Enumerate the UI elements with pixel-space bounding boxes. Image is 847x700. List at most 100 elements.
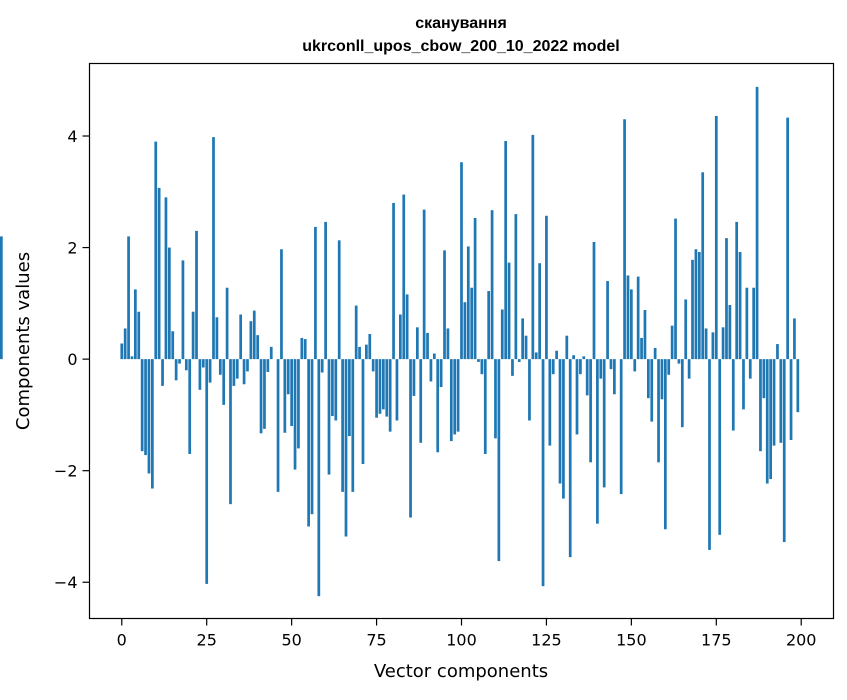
bar-198: [793, 318, 796, 359]
bar-189: [763, 359, 766, 398]
bar-16: [175, 359, 178, 380]
x-tick-label: 125: [531, 631, 562, 650]
bar-188: [759, 359, 762, 451]
bar-67: [348, 359, 351, 436]
bar-155: [647, 359, 650, 398]
x-tick-label: 25: [197, 631, 217, 650]
x-tick-label: 0: [117, 631, 127, 650]
bar-169: [695, 249, 698, 359]
bar-42: [263, 359, 266, 429]
bar-68: [351, 359, 354, 492]
bar-111: [498, 359, 501, 561]
y-tick-label: −4: [54, 573, 78, 592]
bar-126: [548, 359, 551, 445]
bar-0: [120, 344, 123, 360]
bar-145: [613, 359, 616, 394]
bar-104: [474, 218, 477, 359]
bar-196: [786, 118, 789, 360]
bar-73: [368, 334, 371, 359]
bar-50: [290, 359, 293, 426]
bar-122: [535, 352, 538, 359]
bar-84: [406, 294, 409, 359]
bar-1: [124, 328, 127, 359]
bar-99: [457, 359, 460, 432]
bar-79: [389, 359, 392, 432]
bar-33: [233, 359, 236, 386]
bar-24: [202, 359, 205, 367]
bar-5: [137, 312, 140, 359]
bar-96: [447, 328, 450, 359]
x-tick-label: 150: [616, 631, 647, 650]
bar-193: [776, 344, 779, 359]
bar-114: [508, 263, 511, 360]
bar-11: [158, 188, 161, 359]
bar-98: [453, 359, 456, 434]
bar-132: [569, 359, 572, 557]
bar-8: [148, 359, 151, 473]
bar-55: [307, 359, 310, 526]
bar-85: [409, 359, 412, 517]
bar-89: [423, 210, 426, 359]
x-tick-label: 100: [446, 631, 477, 650]
bar-187: [756, 87, 759, 359]
bar-154: [644, 310, 647, 359]
bar-185: [749, 359, 752, 379]
bar-46: [277, 359, 280, 492]
bar-6: [141, 359, 144, 451]
bar-87: [416, 327, 419, 359]
bar-62: [331, 359, 334, 416]
bar-29: [219, 359, 222, 375]
bar-86: [413, 359, 416, 396]
bar-128: [555, 351, 558, 359]
bar-60: [324, 222, 327, 359]
bar-44: [270, 347, 273, 359]
bar-54: [304, 339, 307, 359]
bar-115: [511, 359, 514, 376]
bar-149: [627, 275, 630, 359]
y-tick-label: 4: [67, 127, 77, 146]
bar-36: [243, 359, 246, 384]
bar-17: [178, 359, 181, 363]
bar-25: [205, 359, 208, 584]
bar-184: [746, 288, 749, 359]
bar-167: [688, 359, 691, 379]
bar-137: [586, 359, 589, 395]
bar-63: [334, 359, 337, 420]
bar-3: [131, 356, 134, 359]
bar-194: [779, 359, 782, 443]
bar-176: [718, 359, 721, 535]
bar-170: [698, 252, 701, 359]
bar-164: [678, 359, 681, 363]
bar-165: [681, 359, 684, 427]
bar-66: [345, 359, 348, 536]
y-axis-label: Components values: [13, 252, 34, 430]
bar-76: [379, 359, 382, 414]
x-tick-label: 50: [281, 631, 301, 650]
bar-148: [623, 119, 626, 359]
bar-147: [620, 359, 623, 494]
y-tick-label: −2: [54, 462, 78, 481]
bar-152: [637, 277, 640, 360]
bar-26: [209, 359, 212, 382]
bar-191: [769, 359, 772, 479]
bar-138: [589, 359, 592, 462]
bar-94: [440, 359, 443, 387]
bar-64: [338, 240, 341, 359]
bar-106: [481, 359, 484, 374]
bar-162: [671, 326, 674, 359]
bar-7: [144, 359, 147, 455]
bar-70: [358, 347, 361, 359]
bar-83: [402, 195, 405, 360]
bar-183: [742, 359, 745, 409]
bar-181: [735, 222, 738, 359]
bar-58: [317, 359, 320, 596]
bar-133: [572, 355, 575, 359]
bar-153: [640, 338, 643, 359]
bar-102: [467, 246, 470, 359]
bar-9: [151, 359, 154, 488]
bar-136: [582, 356, 585, 359]
bar-13: [165, 197, 168, 359]
bar-195: [783, 359, 786, 542]
bar-124: [542, 359, 545, 586]
